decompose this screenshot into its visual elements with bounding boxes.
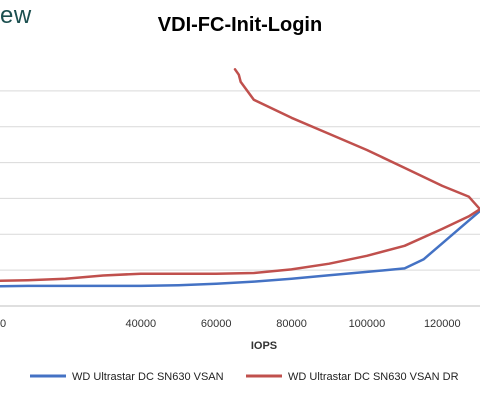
series-line-2 (0, 68, 480, 282)
series-lines (0, 68, 480, 288)
x-axis-tick-labels: 0 40000 60000 80000 100000 120000 (0, 318, 461, 330)
x-tick-label: 40000 (125, 318, 156, 330)
x-tick-label: 80000 (276, 318, 307, 330)
x-axis-title: IOPS (251, 340, 277, 352)
x-tick-label: 0 (0, 318, 6, 330)
series-line-1 (0, 209, 480, 288)
legend: WD Ultrastar DC SN630 VSAN WD Ultrastar D… (30, 371, 459, 383)
x-tick-label: 100000 (349, 318, 386, 330)
x-tick-label: 60000 (201, 318, 232, 330)
gridlines (0, 90, 480, 307)
chart-title: VDI-FC-Init-Login (157, 14, 323, 36)
brand-logo-text: ew (0, 2, 32, 29)
x-tick-label: 120000 (424, 318, 461, 330)
legend-label-1: WD Ultrastar DC SN630 VSAN (72, 371, 224, 383)
legend-label-2: WD Ultrastar DC SN630 VSAN DR (288, 371, 459, 383)
